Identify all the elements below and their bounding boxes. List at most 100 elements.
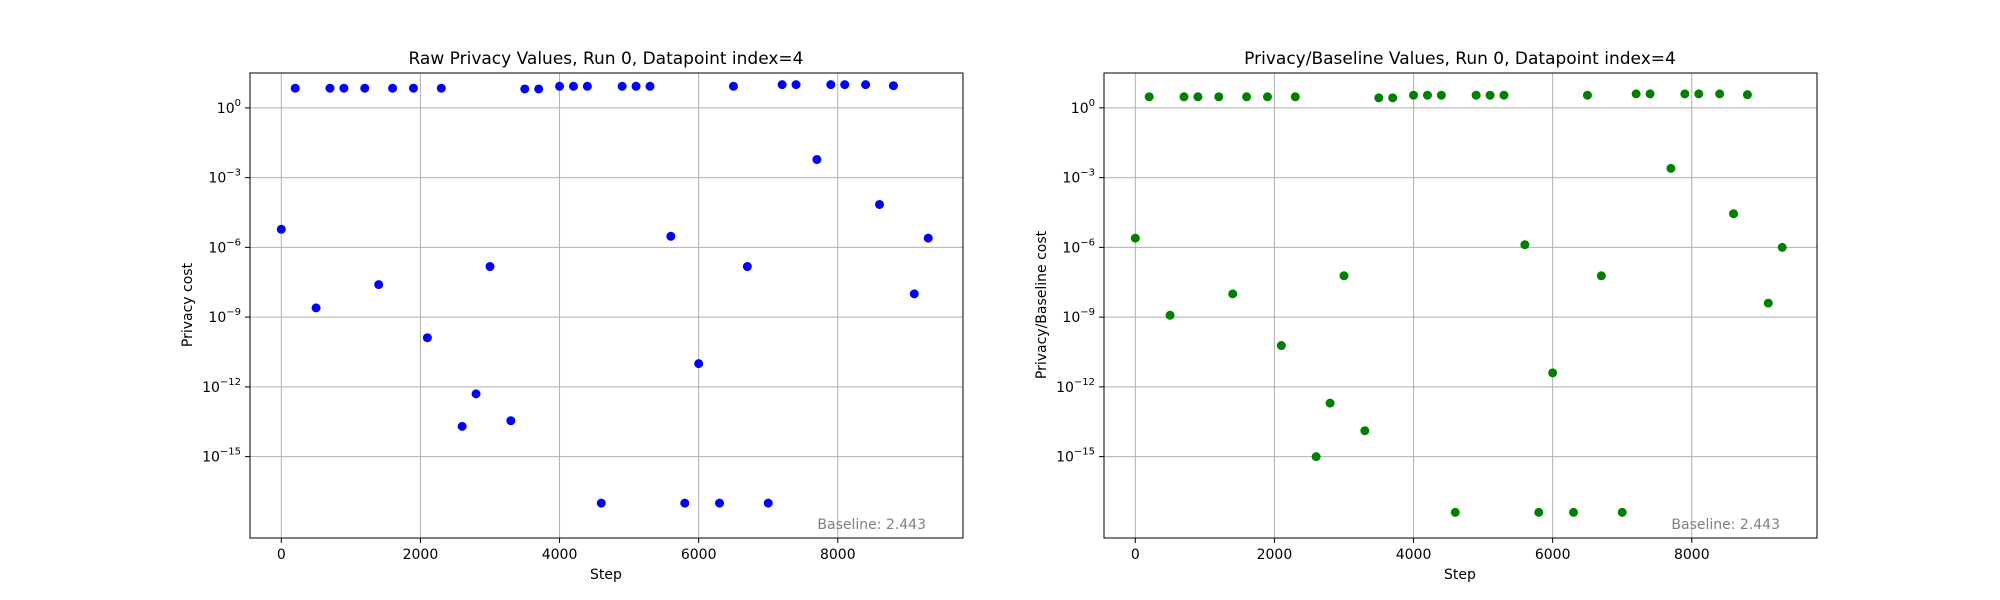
y-tick-label: 10−6	[1062, 237, 1095, 256]
y-tick-exponent: −6	[1080, 237, 1095, 248]
y-tick-base: 10	[1062, 240, 1080, 256]
data-point	[812, 155, 822, 165]
data-point	[680, 498, 690, 508]
y-tick-exponent: −12	[220, 377, 241, 388]
y-tick-exponent: −15	[1074, 447, 1095, 458]
data-point	[791, 80, 801, 90]
x-tick-label: 8000	[820, 547, 856, 563]
data-point	[1144, 92, 1154, 102]
y-tick-exponent: 0	[1089, 98, 1095, 109]
plot-frame	[249, 72, 964, 539]
data-points	[1130, 89, 1787, 517]
chart-raw-privacy: Raw Privacy Values, Run 0, Datapoint ind…	[180, 49, 964, 583]
y-tick-base: 10	[202, 380, 220, 396]
data-point	[1777, 242, 1787, 252]
y-tick-label: 10−3	[208, 168, 241, 187]
data-point	[1374, 93, 1384, 103]
x-axis-label: Step	[590, 567, 622, 583]
data-point	[1666, 163, 1676, 173]
x-tick-label: 6000	[681, 547, 717, 563]
data-point	[534, 84, 544, 94]
x-tick-label: 4000	[1396, 547, 1432, 563]
data-point	[1388, 93, 1398, 103]
y-axis-label: Privacy cost	[180, 262, 196, 347]
plot-frame	[1103, 72, 1818, 539]
y-tick-exponent: −6	[226, 237, 241, 248]
grid-lines	[1104, 73, 1817, 538]
data-point	[1130, 233, 1140, 243]
data-point	[1617, 507, 1627, 517]
y-tick-base: 10	[217, 101, 235, 117]
data-point	[1548, 368, 1558, 378]
data-point	[1742, 90, 1752, 100]
data-point	[1436, 90, 1446, 100]
data-point	[1242, 92, 1252, 102]
data-point	[1276, 341, 1286, 351]
x-tick-label: 2000	[1257, 547, 1293, 563]
x-axis-ticks: 0 2000 4000 6000 8000	[277, 538, 856, 563]
data-point	[457, 421, 467, 431]
y-tick-base: 10	[1056, 450, 1074, 466]
data-point	[875, 199, 885, 209]
chart-title: Privacy/Baseline Values, Run 0, Datapoin…	[1244, 49, 1676, 69]
data-point	[728, 81, 738, 91]
y-tick-base: 10	[1071, 101, 1089, 117]
data-point	[339, 83, 349, 93]
data-point	[923, 233, 933, 243]
data-point	[861, 80, 871, 90]
data-point	[1520, 240, 1530, 250]
data-point	[1569, 507, 1579, 517]
data-point	[1325, 398, 1335, 408]
data-point	[1422, 90, 1432, 100]
data-point	[1596, 271, 1606, 281]
y-tick-label: 10−15	[202, 447, 241, 466]
data-point	[1450, 507, 1460, 517]
data-point	[1262, 92, 1272, 102]
y-tick-exponent: −3	[226, 168, 241, 179]
data-points	[276, 80, 933, 508]
y-tick-exponent: −15	[220, 447, 241, 458]
data-point	[645, 81, 655, 91]
y-tick-base: 10	[1062, 171, 1080, 187]
y-tick-label: 100	[1071, 98, 1095, 117]
data-point	[311, 303, 321, 313]
y-tick-exponent: −9	[226, 307, 241, 318]
data-point	[1729, 209, 1739, 219]
x-axis-label: Step	[1444, 567, 1476, 583]
data-point	[471, 389, 481, 399]
data-point	[694, 359, 704, 369]
y-tick-base: 10	[208, 310, 226, 326]
data-point	[1534, 507, 1544, 517]
y-tick-exponent: −12	[1074, 377, 1095, 388]
data-point	[1179, 92, 1189, 102]
data-point	[485, 262, 495, 272]
x-tick-label: 0	[277, 547, 286, 563]
data-point	[888, 81, 898, 91]
data-point	[1311, 452, 1321, 462]
x-tick-label: 8000	[1674, 547, 1710, 563]
data-point	[1360, 426, 1370, 436]
data-point	[1193, 92, 1203, 102]
y-axis-label: Privacy/Baseline cost	[1034, 230, 1050, 379]
data-point	[388, 83, 398, 93]
data-point	[1694, 89, 1704, 99]
data-point	[777, 80, 787, 90]
data-point	[1645, 89, 1655, 99]
x-tick-label: 2000	[403, 547, 439, 563]
data-point	[506, 416, 516, 426]
data-point	[742, 262, 752, 272]
data-point	[763, 498, 773, 508]
data-point	[408, 83, 418, 93]
y-tick-label: 10−12	[1056, 377, 1095, 396]
data-point	[1228, 289, 1238, 299]
y-tick-base: 10	[208, 171, 226, 187]
y-tick-label: 100	[217, 98, 241, 117]
data-point	[596, 498, 606, 508]
data-point	[374, 280, 384, 290]
data-point	[666, 231, 676, 241]
y-tick-exponent: −3	[1080, 168, 1095, 179]
